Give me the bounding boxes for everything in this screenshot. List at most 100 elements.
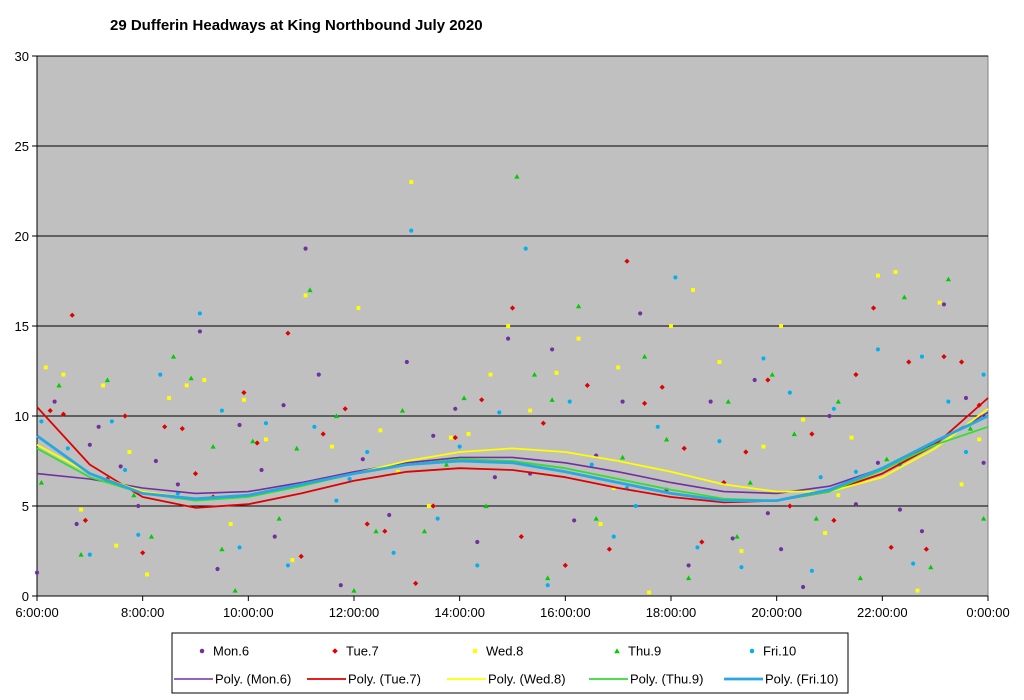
data-point-1 xyxy=(888,544,894,550)
data-point-3 xyxy=(461,395,467,401)
data-point-4 xyxy=(158,372,163,377)
data-point-2 xyxy=(528,408,533,413)
data-point-2 xyxy=(409,180,414,184)
data-point-0 xyxy=(981,460,986,465)
data-point-3 xyxy=(686,575,692,581)
data-point-1 xyxy=(47,408,53,414)
data-point-3 xyxy=(945,276,951,282)
data-point-0 xyxy=(34,570,40,575)
data-point-2 xyxy=(959,482,964,487)
data-point-4 xyxy=(334,498,339,503)
y-tick-label: 10 xyxy=(15,409,29,424)
data-point-0 xyxy=(963,395,969,401)
data-point-1 xyxy=(941,354,947,360)
data-point-2 xyxy=(241,397,246,402)
data-point-3 xyxy=(928,564,934,570)
data-point-4 xyxy=(523,246,528,251)
data-point-2 xyxy=(378,428,383,433)
data-point-1 xyxy=(413,580,419,586)
data-point-1 xyxy=(958,359,965,365)
data-point-0 xyxy=(897,507,903,512)
legend-label: Poly. (Mon.6) xyxy=(215,672,291,687)
data-point-4 xyxy=(391,550,396,555)
data-point-2 xyxy=(43,365,48,370)
data-point-1 xyxy=(192,471,199,477)
trend-lines xyxy=(36,397,989,509)
data-point-3 xyxy=(131,492,137,498)
data-point-3 xyxy=(619,454,626,460)
data-point-0 xyxy=(875,460,881,465)
data-point-2 xyxy=(263,437,268,442)
data-point-3 xyxy=(545,575,551,581)
data-point-4 xyxy=(545,583,550,588)
data-point-0 xyxy=(765,511,770,516)
data-point-4 xyxy=(818,475,823,480)
y-tick-label: 15 xyxy=(15,319,29,334)
x-tick-label: 12:00:00 xyxy=(329,605,380,620)
data-point-3 xyxy=(294,445,300,451)
legend-marker xyxy=(472,648,478,654)
data-point-2 xyxy=(801,417,806,422)
data-point-3 xyxy=(791,431,797,437)
data-point-2 xyxy=(202,378,207,382)
data-point-2 xyxy=(184,383,189,388)
legend-label: Poly. (Tue.7) xyxy=(348,672,421,687)
data-point-1 xyxy=(254,440,260,446)
data-point-1 xyxy=(743,449,749,455)
trend-line-5 xyxy=(36,411,989,495)
legend-marker xyxy=(749,648,755,654)
data-point-0 xyxy=(778,547,784,552)
data-point-4 xyxy=(197,311,202,316)
data-point-4 xyxy=(831,406,836,411)
data-point-3 xyxy=(857,575,863,581)
data-point-1 xyxy=(140,550,146,556)
y-tick-label: 30 xyxy=(15,49,29,64)
data-point-4 xyxy=(695,545,700,550)
data-point-3 xyxy=(232,588,238,593)
data-point-3 xyxy=(641,354,648,359)
data-point-4 xyxy=(633,503,638,509)
data-point-3 xyxy=(575,303,582,309)
data-point-4 xyxy=(963,449,969,455)
data-point-4 xyxy=(475,563,480,568)
data-point-2 xyxy=(228,522,233,526)
data-point-1 xyxy=(285,330,291,336)
data-point-0 xyxy=(941,302,947,307)
legend-marker xyxy=(332,648,338,654)
data-point-2 xyxy=(875,273,880,278)
data-point-3 xyxy=(333,413,339,419)
x-tick-label: 18:00:00 xyxy=(646,605,697,620)
data-point-3 xyxy=(104,377,111,383)
data-point-4 xyxy=(946,399,951,404)
data-point-2 xyxy=(426,504,431,508)
data-point-0 xyxy=(827,413,832,419)
data-point-3 xyxy=(250,438,256,444)
data-point-2 xyxy=(488,372,493,377)
data-point-4 xyxy=(122,467,128,473)
data-point-2 xyxy=(167,396,172,400)
data-point-2 xyxy=(114,543,119,548)
data-point-2 xyxy=(937,300,942,305)
data-point-4 xyxy=(435,516,440,521)
x-tick-label: 20:00:00 xyxy=(751,605,802,620)
data-point-3 xyxy=(483,503,489,509)
data-point-2 xyxy=(836,493,841,498)
data-point-0 xyxy=(475,539,480,545)
data-point-0 xyxy=(118,464,123,469)
data-point-2 xyxy=(466,432,471,436)
y-tick-label: 5 xyxy=(22,499,29,514)
data-point-1 xyxy=(853,372,859,378)
data-point-0 xyxy=(492,475,497,480)
data-point-4 xyxy=(611,534,616,539)
legend-label: Tue.7 xyxy=(346,644,379,659)
data-point-2 xyxy=(761,444,766,449)
legend-box xyxy=(171,632,849,694)
y-tick-label: 20 xyxy=(15,229,29,244)
data-point-1 xyxy=(320,431,326,437)
data-point-1 xyxy=(699,539,705,545)
data-point-1 xyxy=(452,435,458,441)
data-point-4 xyxy=(787,390,792,395)
legend: Mon.6 Tue.7 Wed.8 Thu.9 Fri.10 Poly. (Mon.6) P… xyxy=(171,632,849,694)
data-point-2 xyxy=(779,324,784,328)
